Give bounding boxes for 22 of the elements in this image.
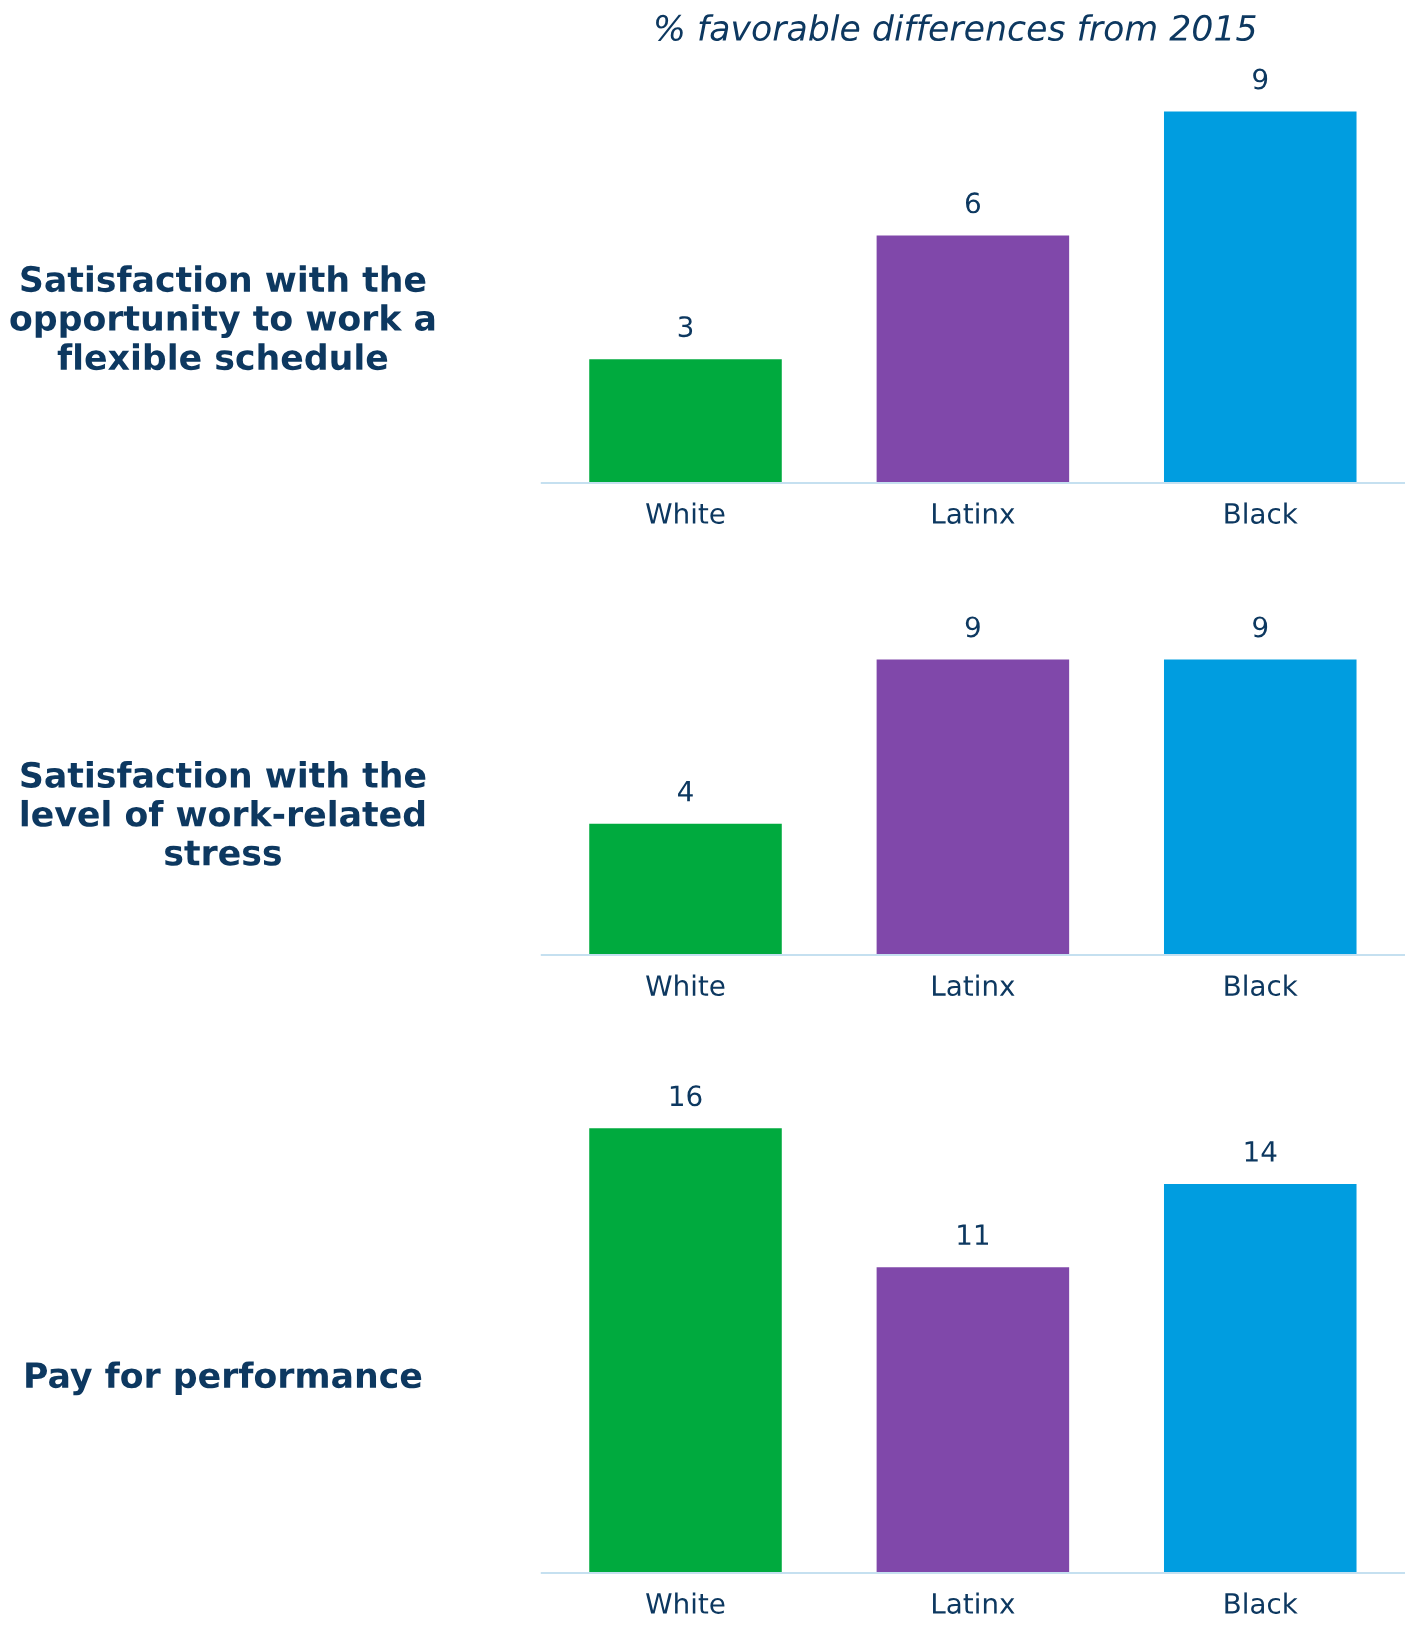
x-tick-label: Latinx bbox=[933, 974, 1015, 997]
x-tick-label: Latinx bbox=[933, 1592, 1015, 1614]
text: Pay for performance bbox=[26, 1361, 422, 1396]
x-tick-label: White bbox=[646, 502, 725, 524]
x-tick-label: White bbox=[646, 1592, 725, 1614]
text: Satisfaction with the level of work-related stress bbox=[21, 761, 426, 866]
data-label: 4 bbox=[678, 781, 693, 802]
data-label: 9 bbox=[1253, 616, 1268, 638]
x-tick-label: Black bbox=[1225, 974, 1298, 997]
data-label: 6 bbox=[965, 192, 980, 214]
data-label: 9 bbox=[965, 616, 980, 638]
text: Satisfaction with the opportunity to work a flexible schedule bbox=[10, 265, 435, 371]
x-tick-label: Latinx bbox=[933, 502, 1015, 524]
chart-subtitle: % favorable differences from 2015 bbox=[656, 14, 1256, 42]
data-label: 16 bbox=[670, 1085, 702, 1107]
data-label: 11 bbox=[958, 1224, 988, 1245]
data-label: 3 bbox=[678, 316, 693, 338]
data-label: 14 bbox=[1245, 1141, 1277, 1162]
x-tick-label: Black bbox=[1225, 1592, 1298, 1614]
data-label: 9 bbox=[1253, 68, 1268, 90]
x-tick-label: White bbox=[646, 974, 725, 997]
x-tick-label: Black bbox=[1225, 502, 1298, 524]
